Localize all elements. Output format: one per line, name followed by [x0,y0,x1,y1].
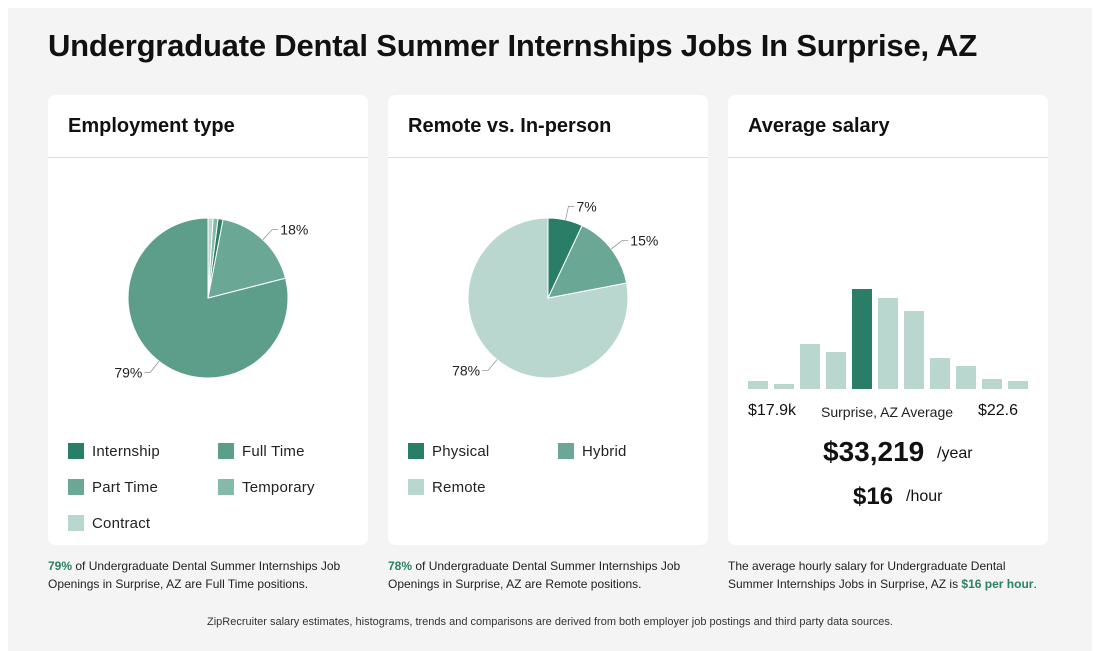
pie-label-leader [610,240,629,250]
legend-item-full-time: Full Time [218,441,305,461]
legend-item-remote: Remote [408,477,486,497]
histogram-bar [956,366,976,389]
legend-swatch [408,443,424,459]
histogram-bar [826,352,846,389]
legend-label: Remote [432,478,486,496]
legend-item-contract: Contract [68,513,150,533]
histogram-bar [878,298,898,389]
salary-note-value: $16 per hour [961,577,1034,591]
salary-yearly-value: $33,219 [823,436,925,467]
legend-label: Hybrid [582,442,627,460]
salary-histogram [748,287,1028,389]
legend-item-hybrid: Hybrid [558,441,627,461]
histogram-bar [748,381,768,389]
pie-percent-label-full-time: 79% [114,364,142,380]
legend-label: Temporary [242,478,315,496]
employment-note-text: of Undergraduate Dental Summer Internshi… [48,559,341,591]
remote-vs-in-person-pie-chart: 78% 15% 7% [452,198,658,379]
pie-label-leader [565,205,575,220]
pie-label-leader [144,360,160,373]
legend-item-internship: Internship [68,441,160,461]
salary-note-prefix: The average hourly salary for Undergradu… [728,559,1006,591]
card-divider [728,157,1048,158]
legend-swatch [218,443,234,459]
legend-label: Full Time [242,442,305,460]
salary-yearly-unit: /year [937,445,973,462]
employment-type-title: Employment type [68,115,235,137]
employment-type-card: Employment type 79% 18% Internship Full T… [48,95,368,545]
salary-hourly-value: $16 [853,483,894,510]
pie-slice-hybrid [547,224,628,299]
remote-vs-in-person-title: Remote vs. In-person [408,115,612,137]
legend-label: Contract [92,514,151,532]
legend-item-temporary: Temporary [218,477,315,497]
average-salary-card: Average salary $17.9k Surprise, AZ Avera… [728,95,1048,545]
histogram-bar [930,358,950,389]
histogram-bar [774,384,794,389]
legend-item-physical: Physical [408,441,489,461]
pie-slice-part-time [207,218,287,299]
pie-percent-label-hybrid: 15% [630,232,658,248]
legend-item-part-time: Part Time [68,477,158,497]
histogram-bar-average [852,289,872,389]
legend-swatch [68,515,84,531]
salary-min-label: $17.9k [748,402,797,419]
histogram-bar [1008,381,1028,389]
salary-hourly-unit: /hour [906,488,943,505]
pie-slice-contract [207,217,214,299]
remote-note: 78% of Undergraduate Dental Summer Inter… [388,557,708,593]
employment-type-note: 79% of Undergraduate Dental Summer Inter… [48,557,368,593]
pie-label-leader [262,229,279,240]
salary-note-suffix: . [1033,577,1037,591]
remote-note-text: of Undergraduate Dental Summer Internshi… [388,559,681,591]
salary-max-label: $22.6 [977,402,1018,419]
histogram-bar [982,379,1002,389]
salary-note: The average hourly salary for Undergradu… [728,557,1048,593]
pie-percent-label-remote: 78% [452,362,480,378]
footer-disclaimer: ZipRecruiter salary estimates, histogram… [207,616,893,628]
legend-swatch [68,443,84,459]
employment-note-percent: 79% [48,559,73,573]
card-divider [48,157,368,158]
legend-swatch [218,479,234,495]
histogram-bar [800,344,820,389]
pie-percent-label-physical: 7% [577,198,597,214]
legend-label: Part Time [92,478,158,496]
histogram-bar [904,311,924,389]
remote-vs-in-person-card: Remote vs. In-person 78% 15% 7% Physical H… [388,95,708,545]
legend-swatch [558,443,574,459]
remote-note-percent: 78% [388,559,413,573]
legend-swatch [408,479,424,495]
pie-percent-label-part-time: 18% [280,222,308,238]
employment-type-pie-chart: 79% 18% [114,217,308,380]
pie-slice-physical [547,217,583,299]
page-title: Undergraduate Dental Summer Internships … [48,28,978,63]
salary-average-location-label: Surprise, AZ Average [821,404,954,420]
legend-label: Internship [92,442,160,460]
legend-label: Physical [432,442,490,460]
average-salary-title: Average salary [748,115,890,137]
pie-label-leader [482,359,498,371]
legend-swatch [68,479,84,495]
card-divider [388,157,708,158]
